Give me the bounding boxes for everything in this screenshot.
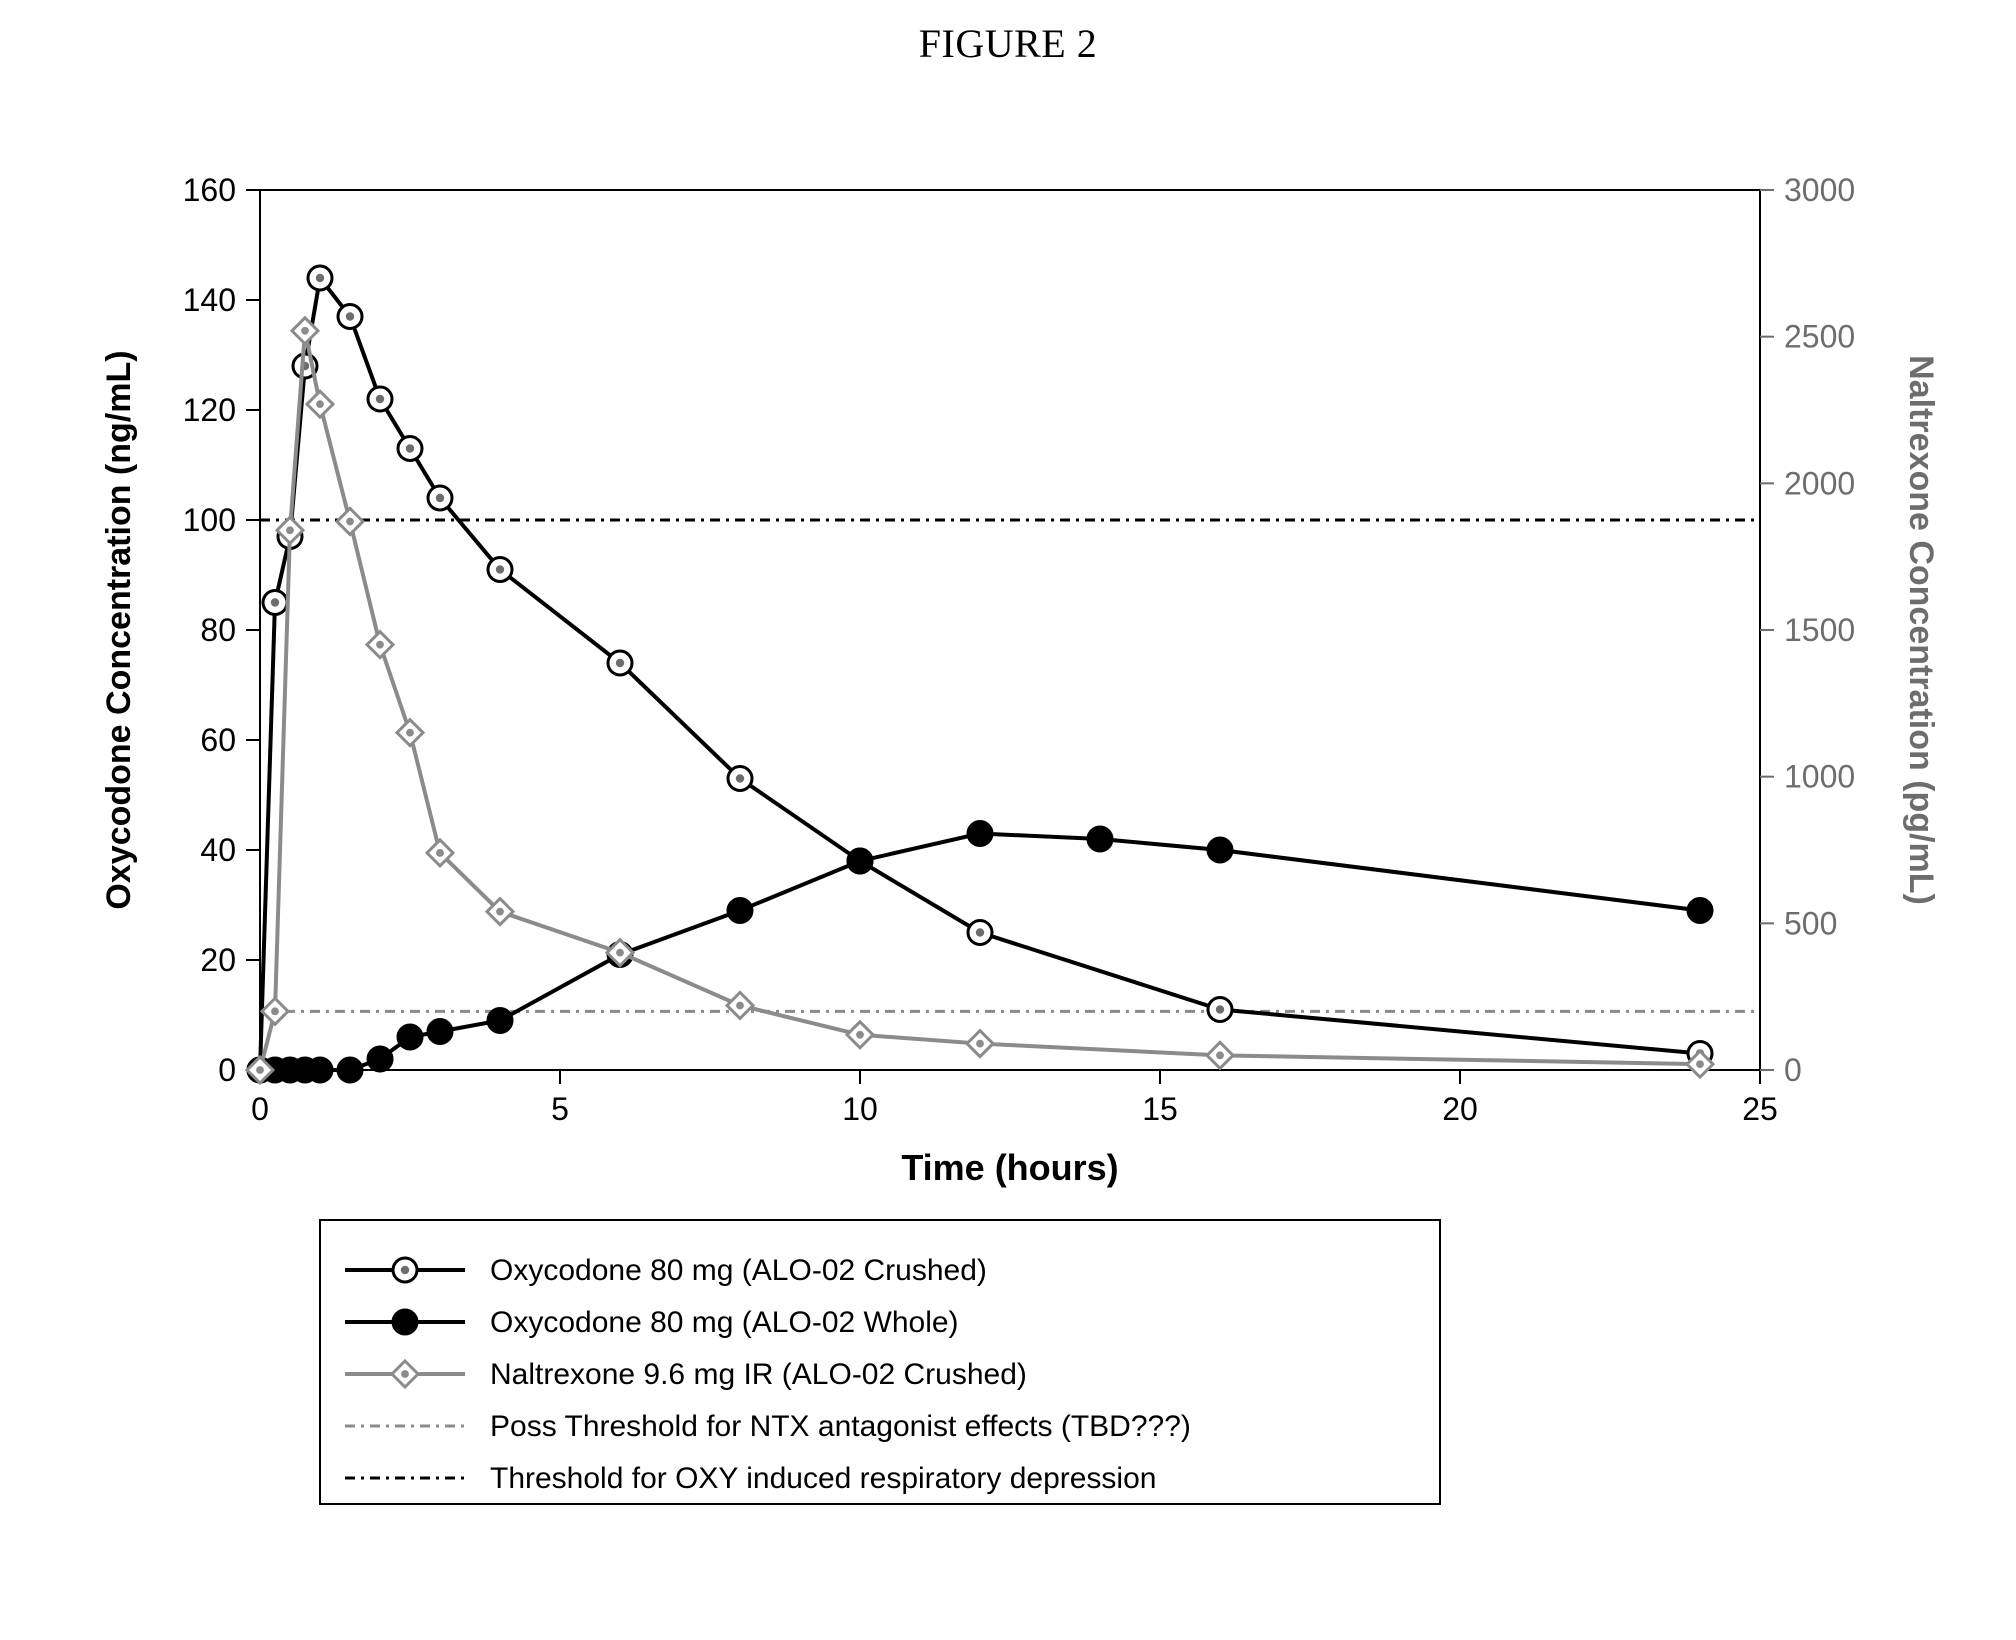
svg-text:5: 5 [551, 1091, 569, 1127]
svg-text:1000: 1000 [1784, 759, 1855, 795]
svg-text:Threshold for OXY induced res: Threshold for OXY induced respiratory de… [490, 1462, 1156, 1495]
svg-text:40: 40 [200, 832, 236, 868]
svg-text:0: 0 [218, 1052, 236, 1088]
svg-text:140: 140 [183, 282, 236, 318]
svg-text:20: 20 [200, 942, 236, 978]
figure-page: FIGURE 2 0 5 10 15 20 25 Time (hours) 0 20 40 60 80… [0, 0, 2016, 1640]
figure-title: FIGURE 2 [0, 20, 2016, 67]
svg-text:10: 10 [842, 1091, 878, 1127]
svg-text:60: 60 [200, 722, 236, 758]
svg-text:80: 80 [200, 612, 236, 648]
svg-text:100: 100 [183, 502, 236, 538]
svg-text:Naltrexone 9.6 mg IR (ALO-02 C: Naltrexone 9.6 mg IR (ALO-02 Crushed) [490, 1358, 1027, 1391]
svg-text:1500: 1500 [1784, 612, 1855, 648]
svg-text:500: 500 [1784, 905, 1837, 941]
svg-text:Naltrexone Concentration (pg/m: Naltrexone Concentration (pg/mL) [1902, 355, 1940, 905]
svg-text:2500: 2500 [1784, 319, 1855, 355]
svg-text:2000: 2000 [1784, 465, 1855, 501]
svg-text:15: 15 [1142, 1091, 1178, 1127]
svg-text:Poss Threshold for NTX antagon: Poss Threshold for NTX antagonist effect… [490, 1410, 1191, 1443]
svg-text:0: 0 [1784, 1052, 1802, 1088]
chart-canvas: 0 5 10 15 20 25 Time (hours) 0 20 40 60 80 100 120 140… [0, 0, 2016, 1640]
svg-text:25: 25 [1742, 1091, 1778, 1127]
svg-text:Oxycodone 80 mg (ALO-02 Crushe: Oxycodone 80 mg (ALO-02 Crushed) [490, 1254, 987, 1287]
svg-text:160: 160 [183, 172, 236, 208]
svg-text:120: 120 [183, 392, 236, 428]
svg-text:0: 0 [251, 1091, 269, 1127]
svg-text:Oxycodone Concentration (ng/mL: Oxycodone Concentration (ng/mL) [100, 350, 138, 909]
svg-text:20: 20 [1442, 1091, 1478, 1127]
svg-text:Oxycodone 80 mg (ALO-02 Whole): Oxycodone 80 mg (ALO-02 Whole) [490, 1306, 959, 1339]
svg-text:3000: 3000 [1784, 172, 1855, 208]
svg-text:Time (hours): Time (hours) [901, 1147, 1118, 1188]
